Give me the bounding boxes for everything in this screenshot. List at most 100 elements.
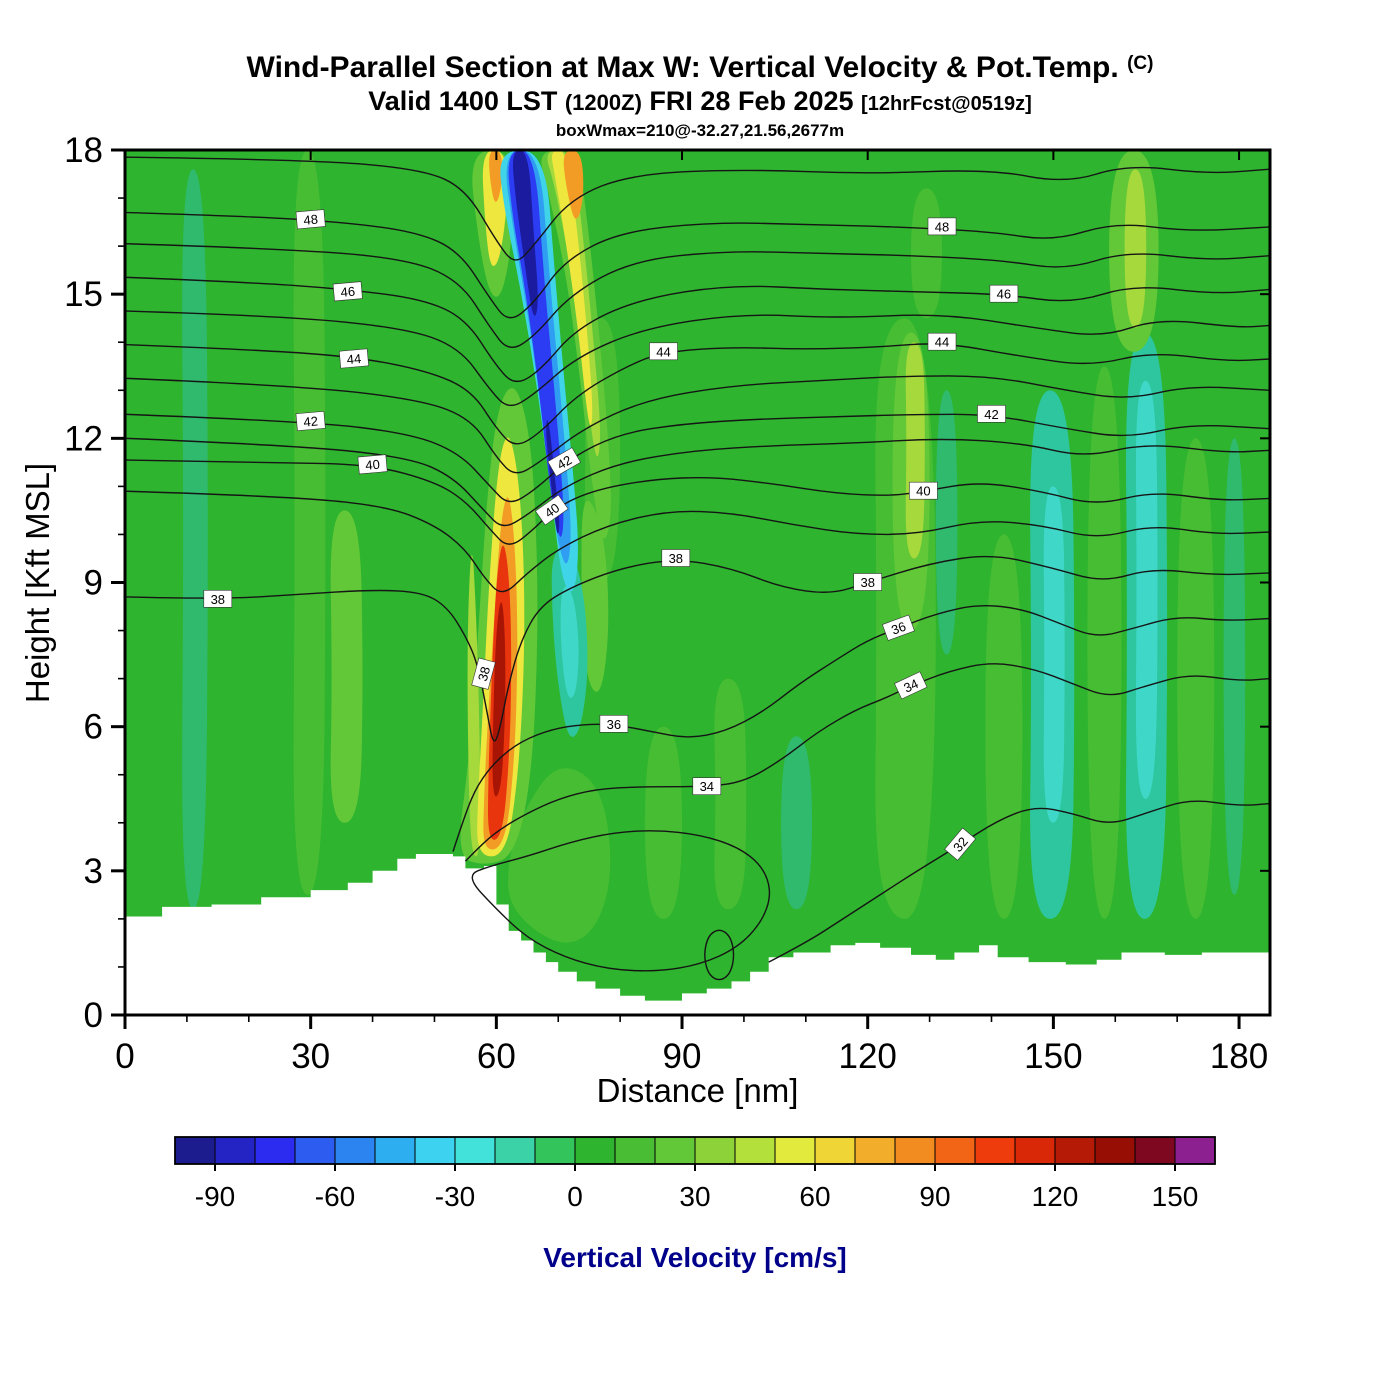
colorbar-segment <box>374 1136 416 1165</box>
title-line: Wind-Parallel Section at Max W: Vertical… <box>0 46 1400 86</box>
velocity-patch-w-85 <box>512 150 538 316</box>
isentrope-label-text: 48 <box>935 219 949 234</box>
isentrope-label-text: 38 <box>669 551 683 566</box>
isentrope-label-text: 38 <box>475 665 493 683</box>
isentrope-label: 40 <box>357 454 388 475</box>
terrain-profile <box>125 854 1270 1015</box>
isentrope-label: 44 <box>338 348 369 369</box>
y-tick-label: 9 <box>84 564 103 603</box>
colorbar-segment <box>1134 1136 1176 1165</box>
isentrope-label-text: 46 <box>997 287 1011 302</box>
valid-date: FRI 28 Feb 2025 <box>649 86 854 116</box>
colorbar-segment <box>534 1136 576 1165</box>
velocity-patch-w+75 <box>489 150 503 202</box>
velocity-patch-w-10 <box>935 390 958 655</box>
velocity-patch-w+30 <box>905 342 925 559</box>
isentrope-line <box>471 830 771 972</box>
colorbar-segment <box>894 1136 936 1165</box>
isentrope-label-text: 42 <box>554 452 574 472</box>
y-tick-label: 0 <box>84 996 103 1035</box>
chart-title-unit: (C) <box>1127 53 1154 74</box>
velocity-patch-w+30 <box>1124 169 1147 328</box>
isentrope-label: 38 <box>853 573 883 591</box>
velocity-patch-w+20 <box>581 500 609 692</box>
colorbar-title: Vertical Velocity [cm/s] <box>543 1242 847 1273</box>
cross-section-field: 48 48 46 46 44 44 44 42 42 42 40 40 40 38 38 38 38 36 36 34… <box>125 150 1270 1015</box>
isentrope-label-text: 38 <box>860 575 874 590</box>
x-tick-label: 60 <box>477 1037 516 1076</box>
isentrope-label: 40 <box>909 481 938 500</box>
isentrope-label: 34 <box>894 671 928 700</box>
colorbar-segment <box>974 1136 1016 1165</box>
title-block: Wind-Parallel Section at Max W: Vertical… <box>0 46 1400 142</box>
velocity-patch-w-25 <box>1043 486 1065 823</box>
colorbar-tick-label: -60 <box>315 1181 355 1212</box>
colorbar-segment <box>1014 1136 1056 1165</box>
x-tick-label: 90 <box>663 1037 702 1076</box>
colorbar-segment <box>654 1136 696 1165</box>
isentrope-label: 46 <box>332 281 363 302</box>
colorbar-segment <box>414 1136 456 1165</box>
velocity-patch-w+30 <box>467 555 481 857</box>
velocity-patch-w+80 <box>563 150 584 219</box>
velocity-patch-w+15 <box>508 768 611 943</box>
y-tick-label: 6 <box>84 708 103 747</box>
isentrope-line <box>125 156 1270 261</box>
isentrope-line <box>704 929 735 981</box>
colorbar-segment <box>1054 1136 1096 1165</box>
velocity-patch-w-30 <box>560 586 579 698</box>
isentrope-line-34 <box>464 663 1270 862</box>
isentrope-label-text: 40 <box>365 457 381 473</box>
velocity-patch-w+10 <box>644 726 682 919</box>
isentrope-label-text: 34 <box>901 676 920 696</box>
velocity-patch-w+10 <box>911 188 942 319</box>
isentrope-label: 48 <box>927 217 957 236</box>
colorbar-segment <box>774 1136 816 1165</box>
velocity-patch-w+10 <box>1177 438 1215 919</box>
y-tick-label: 3 <box>84 852 103 891</box>
isentrope-line <box>125 375 1270 474</box>
colorbar-segment <box>294 1136 336 1165</box>
velocity-patch-w+10 <box>293 150 326 895</box>
isentrope-label: 34 <box>692 777 722 796</box>
isentrope-line <box>125 310 1270 407</box>
isentrope-label-text: 44 <box>935 335 949 350</box>
colorbar-tick-label: 30 <box>679 1181 710 1212</box>
x-tick-label: 150 <box>1024 1037 1082 1076</box>
isentrope-label: 38 <box>203 589 233 608</box>
wmax-info-line: boxWmax=210@-32.27,21.56,2677m <box>555 121 845 140</box>
velocity-patch-w-10 <box>781 736 812 910</box>
subtitle-line: Valid 1400 LST (1200Z) FRI 28 Feb 2025 [… <box>0 86 1400 120</box>
colorbar-tick-label: -90 <box>195 1181 235 1212</box>
velocity-patch-w+125 <box>492 602 506 797</box>
x-tick-label: 0 <box>115 1037 134 1076</box>
isentrope-line-32 <box>768 800 1270 963</box>
isentrope-line-46 <box>125 276 1270 383</box>
isentrope-label-text: 44 <box>656 344 670 359</box>
valid-time: Valid 1400 LST <box>368 86 558 116</box>
isentrope-label: 38 <box>471 657 496 690</box>
isentrope-line-42 <box>125 413 1270 503</box>
colorbar-segment <box>854 1136 896 1165</box>
colorbar-segment <box>814 1136 856 1165</box>
isentrope-label-text: 48 <box>303 212 319 228</box>
colorbar-segment <box>254 1136 296 1165</box>
isentrope-label: 42 <box>295 410 326 432</box>
colorbar-segment <box>934 1136 976 1165</box>
x-tick-label: 120 <box>838 1037 896 1076</box>
isentrope-label-text: 38 <box>211 592 225 607</box>
velocity-patch-w-10 <box>182 169 208 910</box>
isentrope-label-text: 40 <box>916 484 930 499</box>
isentrope-line <box>125 243 1270 348</box>
colorbar-segment <box>334 1136 376 1165</box>
isentrope-label-text: 34 <box>700 779 714 794</box>
velocity-patch-w-10 <box>1223 438 1246 895</box>
isentrope-label: 36 <box>881 614 915 641</box>
isentrope-label-text: 36 <box>889 619 908 638</box>
y-tick-label: 18 <box>64 131 103 170</box>
isentrope-label-text: 40 <box>542 500 562 521</box>
isentrope-line-38 <box>125 555 1270 742</box>
zulu-time: (1200Z) <box>564 90 642 115</box>
